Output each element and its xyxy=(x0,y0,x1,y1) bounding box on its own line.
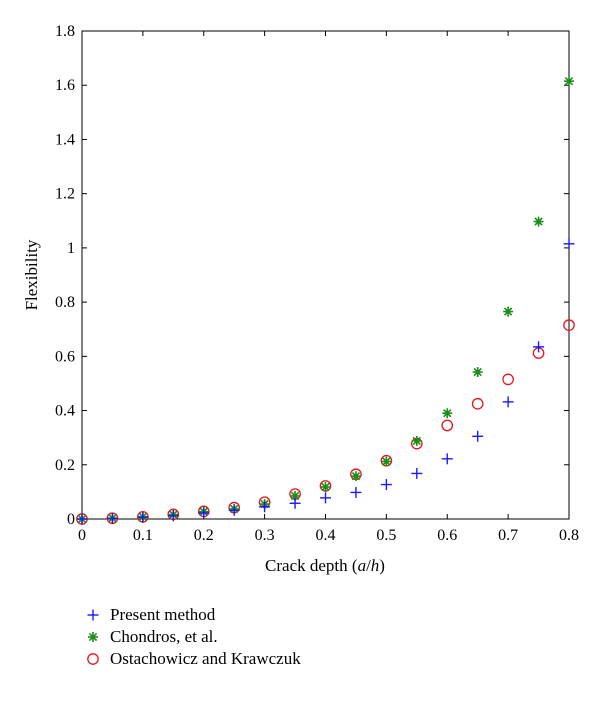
data-point xyxy=(442,408,453,419)
data-point xyxy=(471,397,484,410)
data-point xyxy=(503,306,514,317)
x-tick-label: 0.4 xyxy=(316,527,336,544)
legend-label: Present method xyxy=(110,605,216,624)
data-point xyxy=(563,319,575,332)
x-tick-label: 0.6 xyxy=(437,527,457,544)
y-tick-label: 1.8 xyxy=(55,23,75,40)
data-point xyxy=(472,367,483,378)
y-tick-label: 0.8 xyxy=(55,294,75,311)
x-axis-title-h: h xyxy=(371,556,380,575)
data-point xyxy=(137,511,149,523)
y-tick-label: 0 xyxy=(67,511,75,528)
data-point xyxy=(289,497,301,509)
series-star xyxy=(77,76,574,524)
y-tick-label: 0.4 xyxy=(55,403,75,420)
x-tick-label: 0 xyxy=(78,527,86,544)
plot-area-frame xyxy=(81,30,570,520)
data-point xyxy=(350,471,361,482)
data-point xyxy=(472,430,484,442)
y-tick-label: 1.4 xyxy=(55,131,75,148)
data-point xyxy=(350,486,362,498)
y-tick-label: 0.6 xyxy=(55,348,75,365)
legend-marker xyxy=(87,653,99,665)
y-axis-title: Flexibility xyxy=(22,239,41,310)
data-point xyxy=(167,510,179,522)
x-tick-label: 0.2 xyxy=(194,527,214,544)
y-tick-label: 1.2 xyxy=(55,186,75,203)
data-point xyxy=(411,467,423,479)
y-tick-label: 0.2 xyxy=(55,457,75,474)
x-tick-label: 0.1 xyxy=(133,527,153,544)
data-point xyxy=(441,453,453,465)
data-point xyxy=(106,512,118,524)
legend-label: Chondros, et al. xyxy=(110,627,218,646)
data-point xyxy=(533,341,545,353)
data-point xyxy=(320,492,331,504)
x-axis-title-a: a xyxy=(358,556,367,575)
x-axis-title-prefix: Crack depth ( xyxy=(265,556,358,575)
x-axis-title-slash: / xyxy=(366,556,371,575)
data-point xyxy=(533,216,544,227)
x-axis-title-suffix: ) xyxy=(379,556,385,575)
data-point xyxy=(259,501,271,513)
x-tick-label: 0.3 xyxy=(255,527,275,544)
series-plus xyxy=(76,238,575,525)
data-point xyxy=(228,504,240,516)
legend-label: Ostachowicz and Krawczuk xyxy=(110,649,301,668)
data-point xyxy=(411,435,422,446)
data-point xyxy=(381,456,392,467)
data-point xyxy=(564,76,574,87)
data-point xyxy=(320,482,331,493)
data-point xyxy=(563,238,575,250)
data-point xyxy=(502,396,514,408)
legend-marker xyxy=(87,609,99,621)
x-tick-label: 0.7 xyxy=(498,527,518,544)
data-point xyxy=(198,507,210,519)
data-point xyxy=(380,479,392,491)
y-tick-label: 1.6 xyxy=(55,77,75,94)
data-point xyxy=(76,513,88,525)
x-tick-label: 0.8 xyxy=(559,527,579,544)
x-tick-label: 0.5 xyxy=(376,527,396,544)
legend-marker xyxy=(88,632,98,642)
x-axis-title: Crack depth (a/h) xyxy=(265,556,385,575)
data-point xyxy=(502,373,514,386)
data-point xyxy=(441,419,454,432)
y-tick-label: 1 xyxy=(67,240,75,257)
legend: Present method Chondros, et al. Ostachowic… xyxy=(87,605,301,668)
